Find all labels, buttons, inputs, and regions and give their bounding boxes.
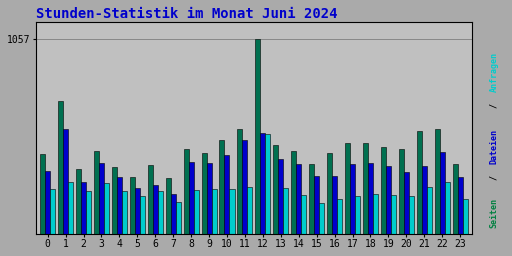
- Bar: [458, 177, 463, 233]
- Bar: [81, 182, 86, 233]
- Bar: [63, 129, 68, 233]
- Bar: [170, 194, 176, 233]
- Bar: [273, 145, 279, 233]
- Bar: [445, 182, 450, 233]
- Text: Stunden-Statistik im Monat Juni 2024: Stunden-Statistik im Monat Juni 2024: [36, 7, 337, 21]
- Bar: [345, 143, 350, 233]
- Bar: [224, 155, 229, 233]
- Bar: [404, 172, 409, 233]
- Bar: [363, 143, 368, 233]
- Bar: [368, 163, 373, 233]
- Bar: [399, 149, 404, 233]
- Bar: [247, 187, 252, 233]
- Bar: [40, 154, 45, 233]
- Bar: [283, 188, 288, 233]
- Bar: [373, 194, 378, 233]
- Bar: [99, 163, 104, 233]
- Bar: [242, 140, 247, 233]
- Bar: [202, 153, 206, 233]
- Bar: [58, 101, 63, 233]
- Bar: [319, 203, 324, 233]
- Bar: [314, 176, 319, 233]
- Bar: [194, 190, 199, 233]
- Bar: [327, 153, 332, 233]
- Bar: [296, 164, 301, 233]
- Bar: [135, 188, 140, 233]
- Bar: [265, 134, 270, 233]
- Text: Anfragen: Anfragen: [489, 51, 498, 92]
- Bar: [453, 164, 458, 233]
- Bar: [94, 151, 99, 233]
- Bar: [158, 191, 163, 233]
- Bar: [409, 196, 414, 233]
- Bar: [166, 178, 170, 233]
- Bar: [350, 164, 355, 233]
- Bar: [355, 196, 360, 233]
- Bar: [229, 189, 234, 233]
- Bar: [104, 183, 109, 233]
- Bar: [140, 196, 145, 233]
- Bar: [337, 199, 342, 233]
- Bar: [86, 191, 91, 233]
- Bar: [309, 164, 314, 233]
- Bar: [50, 189, 55, 233]
- Text: /: /: [489, 170, 498, 185]
- Bar: [68, 182, 73, 233]
- Bar: [184, 149, 188, 233]
- Text: Dateien: Dateien: [489, 129, 498, 164]
- Bar: [238, 129, 242, 233]
- Bar: [381, 147, 386, 233]
- Bar: [148, 165, 153, 233]
- Bar: [153, 185, 158, 233]
- Bar: [422, 166, 427, 233]
- Bar: [260, 133, 265, 233]
- Bar: [435, 129, 440, 233]
- Bar: [76, 169, 81, 233]
- Bar: [211, 189, 217, 233]
- Bar: [206, 163, 211, 233]
- Bar: [427, 187, 432, 233]
- Bar: [332, 176, 337, 233]
- Bar: [176, 202, 181, 233]
- Bar: [440, 152, 445, 233]
- Bar: [122, 191, 127, 233]
- Bar: [117, 177, 122, 233]
- Bar: [386, 166, 391, 233]
- Bar: [45, 171, 50, 233]
- Bar: [112, 167, 117, 233]
- Bar: [301, 195, 306, 233]
- Bar: [291, 151, 296, 233]
- Bar: [463, 199, 467, 233]
- Bar: [130, 177, 135, 233]
- Bar: [417, 131, 422, 233]
- Bar: [391, 195, 396, 233]
- Bar: [255, 39, 260, 233]
- Text: /: /: [489, 98, 498, 113]
- Text: Seiten: Seiten: [489, 198, 498, 228]
- Bar: [188, 162, 194, 233]
- Bar: [220, 140, 224, 233]
- Bar: [279, 159, 283, 233]
